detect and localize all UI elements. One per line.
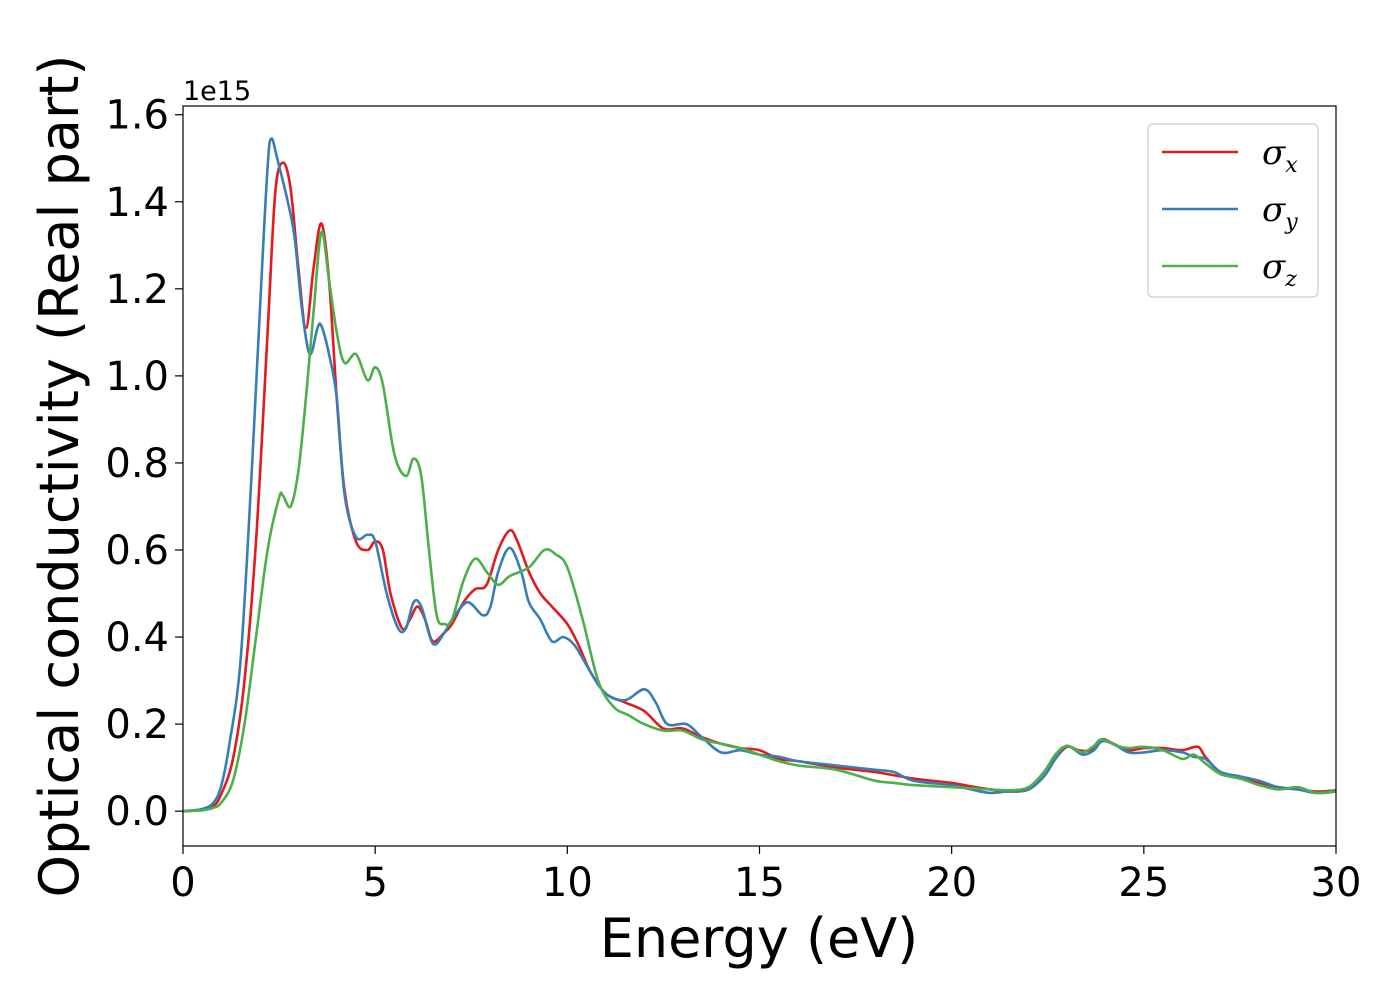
y-tick-label: 0.0 xyxy=(105,789,169,835)
legend-label-z: σz xyxy=(1262,247,1297,292)
series-layer xyxy=(182,137,1337,813)
x-tick-label: 10 xyxy=(542,860,593,906)
y-tick-label: 0.6 xyxy=(105,528,169,574)
legend-frame xyxy=(1147,123,1319,298)
x-tick-label: 25 xyxy=(1118,860,1169,906)
x-tick-label: 30 xyxy=(1311,860,1362,906)
y-tick-label: 1.2 xyxy=(105,267,169,313)
legend: σx σy σz xyxy=(1147,123,1319,298)
y-offset-label: 1e15 xyxy=(183,76,251,107)
series-line-y xyxy=(182,137,1337,813)
x-tick-label: 0 xyxy=(170,860,195,906)
y-tick-label: 1.6 xyxy=(105,93,169,139)
series-line-z xyxy=(182,230,1337,813)
y-tick-label: 1.0 xyxy=(105,354,169,400)
y-tick-label: 1.4 xyxy=(105,180,169,226)
legend-label-y: σy xyxy=(1262,190,1298,235)
y-axis-label: Optical conductivity (Real part) xyxy=(28,55,91,898)
legend-label-x: σx xyxy=(1262,133,1298,178)
x-tick-label: 20 xyxy=(926,860,977,906)
y-axis: 0.0 0.2 0.4 0.6 0.8 1.0 1.2 1.4 1.6 xyxy=(105,93,183,835)
y-tick-label: 0.4 xyxy=(105,615,169,661)
x-tick-label: 15 xyxy=(734,860,785,906)
x-axis: 0 5 10 15 20 25 30 xyxy=(170,846,1361,906)
x-tick-label: 5 xyxy=(362,860,387,906)
x-axis-label: Energy (eV) xyxy=(600,907,919,970)
y-tick-label: 0.2 xyxy=(105,702,169,748)
y-tick-label: 0.8 xyxy=(105,441,169,487)
